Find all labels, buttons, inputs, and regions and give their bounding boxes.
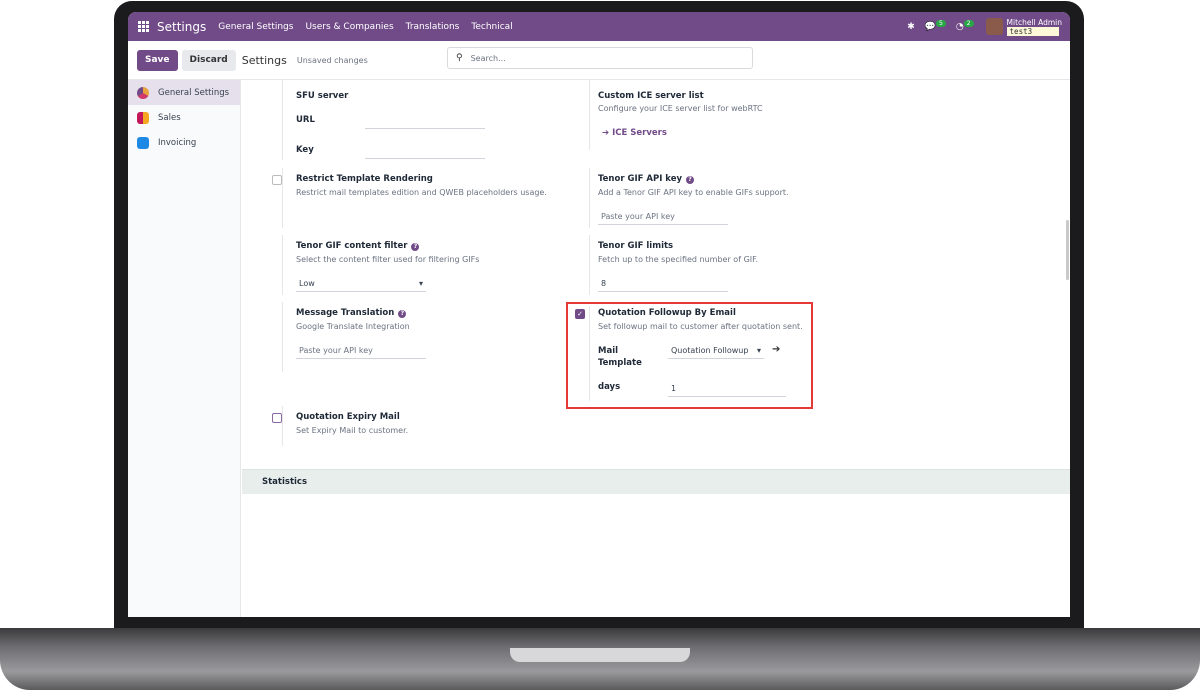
mail-template-select[interactable]: Quotation Followup ▾ (668, 343, 764, 359)
save-button[interactable]: Save (137, 49, 178, 71)
translation-key-input[interactable]: Paste your API key (296, 343, 426, 359)
database-name: test3 (1006, 26, 1059, 36)
tenor-filter-title: Tenor GIF content filter? (296, 241, 420, 251)
sales-icon (137, 111, 149, 124)
mail-template-label: Mail Template (598, 346, 642, 368)
days-input[interactable]: 1 (668, 381, 786, 397)
debug-bug-icon[interactable]: ✱ (907, 21, 915, 32)
sidebar-item-label: Sales (158, 112, 181, 123)
followup-desc: Set followup mail to customer after quot… (598, 322, 803, 331)
internal-link-arrow-icon[interactable]: ➔ (772, 344, 781, 355)
restrict-title: Restrict Template Rendering (296, 174, 433, 184)
sfu-title: SFU server (296, 91, 349, 101)
sidebar-item-label: General Settings (158, 87, 230, 98)
search-placeholder: Search... (470, 53, 506, 63)
tenor-filter-desc: Select the content filter used for filte… (296, 255, 480, 264)
statistics-section-header: Statistics (242, 469, 1070, 494)
expiry-checkbox[interactable] (272, 413, 282, 423)
restrict-checkbox[interactable] (272, 175, 282, 185)
sfu-key-label: Key (296, 145, 314, 155)
scrollbar[interactable] (1066, 220, 1069, 280)
restrict-desc: Restrict mail templates edition and QWEB… (296, 188, 547, 197)
messages-badge: 5 (936, 19, 946, 27)
tenor-filter-value: Low (299, 279, 315, 288)
page-title: Settings (241, 53, 287, 67)
tenor-filter-title-text: Tenor GIF content filter (296, 241, 408, 251)
tenor-key-title: Tenor GIF API key? (598, 174, 695, 184)
search-icon: ⚲ (456, 53, 463, 63)
sfu-url-label: URL (296, 115, 315, 125)
expiry-desc: Set Expiry Mail to customer. (296, 426, 409, 435)
general-settings-icon (137, 86, 149, 99)
ice-servers-label: ICE Servers (612, 128, 667, 138)
tenor-limits-desc: Fetch up to the specified number of GIF. (598, 255, 758, 264)
unsaved-status: Unsaved changes (296, 55, 368, 65)
invoicing-icon (137, 136, 149, 149)
activities-badge: 2 (963, 19, 974, 27)
sidebar-item-label: Invoicing (158, 137, 197, 148)
ice-title: Custom ICE server list (598, 91, 704, 101)
followup-title: Quotation Followup By Email (598, 308, 736, 318)
activities-icon[interactable]: ◔ 2 (956, 19, 974, 32)
expiry-title: Quotation Expiry Mail (296, 412, 400, 422)
ice-servers-link[interactable]: ➔ ICE Servers (602, 128, 667, 138)
highlight-box (566, 302, 813, 409)
menu-technical[interactable]: Technical (471, 21, 513, 32)
translation-title: Message Translation? (296, 308, 407, 318)
sidebar-item-invoicing[interactable]: Invoicing (128, 130, 240, 155)
sidebar-item-sales[interactable]: Sales (128, 105, 240, 130)
navbar: Settings General Settings Users & Compan… (128, 12, 1070, 41)
laptop-notch (510, 648, 690, 662)
sfu-key-input[interactable] (365, 143, 485, 159)
help-icon[interactable]: ? (398, 310, 407, 318)
search-input[interactable]: ⚲ Search... (447, 47, 753, 69)
translation-title-text: Message Translation (296, 308, 395, 318)
tenor-key-desc: Add a Tenor GIF API key to enable GIFs s… (598, 188, 789, 197)
apps-menu-icon[interactable] (138, 21, 149, 32)
tenor-key-input[interactable]: Paste your API key (598, 209, 728, 225)
app-name[interactable]: Settings (157, 19, 207, 34)
tenor-key-title-text: Tenor GIF API key (598, 174, 683, 184)
settings-content: SFU server URL Key Custom ICE server lis… (242, 80, 1070, 617)
followup-checkbox[interactable]: ✓ (575, 309, 585, 319)
mail-template-value: Quotation Followup (671, 346, 749, 355)
tenor-limits-input[interactable]: 8 (598, 276, 728, 292)
tenor-filter-select[interactable]: Low ▾ (296, 276, 426, 292)
menu-general-settings[interactable]: General Settings (218, 21, 294, 32)
sfu-url-input[interactable] (365, 113, 485, 129)
caret-down-icon: ▾ (418, 279, 423, 288)
tenor-limits-title: Tenor GIF limits (598, 241, 674, 251)
avatar[interactable] (985, 18, 1003, 35)
menu-users-companies[interactable]: Users & Companies (305, 21, 394, 32)
days-label: days (598, 382, 621, 392)
menu-translations[interactable]: Translations (405, 21, 460, 32)
user-name[interactable]: Mitchell Admin (1006, 17, 1062, 27)
screen: Settings General Settings Users & Compan… (128, 12, 1070, 617)
help-icon[interactable]: ? (411, 243, 420, 251)
sidebar-item-general-settings[interactable]: General Settings (128, 80, 240, 105)
sidebar: General Settings Sales Invoicing (128, 80, 241, 617)
statistics-title: Statistics (262, 477, 308, 487)
discard-button[interactable]: Discard (181, 49, 236, 71)
help-icon[interactable]: ? (686, 176, 695, 184)
caret-down-icon: ▾ (756, 346, 761, 355)
messages-icon[interactable]: 💬 5 (925, 19, 946, 32)
translation-desc: Google Translate Integration (296, 322, 410, 331)
ice-desc: Configure your ICE server list for webRT… (598, 104, 763, 113)
control-panel: Save Discard Settings Unsaved changes (128, 41, 1070, 80)
